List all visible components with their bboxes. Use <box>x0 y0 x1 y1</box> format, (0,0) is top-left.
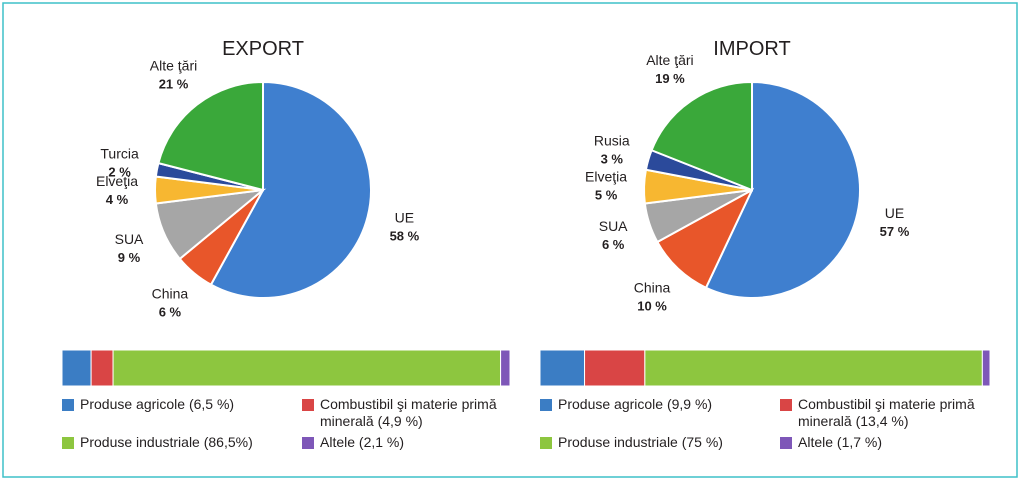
slice-label: Alte ţări <box>150 58 197 74</box>
slice-value: 2 % <box>108 165 131 180</box>
legend-item: Produse industriale (86,5%) <box>62 434 292 470</box>
bar-segment <box>981 349 991 387</box>
bar-segment <box>644 349 983 387</box>
pie-title: EXPORT <box>222 38 304 60</box>
slice-value: 6 % <box>602 237 625 252</box>
legend-item: Combustibil şi materie primă minerală (1… <box>780 396 1010 432</box>
legend-swatch <box>302 399 314 411</box>
slice-value: 19 % <box>655 71 685 86</box>
legend-label: Produse agricole (6,5 %) <box>80 396 235 412</box>
slice-value: 4 % <box>106 192 129 207</box>
slice-label: Alte ţări <box>646 52 693 68</box>
legend-label: Produse agricole (9,9 %) <box>558 396 713 412</box>
bar-segment <box>90 349 114 387</box>
slice-label: SUA <box>115 231 144 247</box>
legend-swatch <box>540 399 552 411</box>
bar-segment <box>61 349 92 387</box>
slice-label: Turcia <box>100 146 139 162</box>
slice-value: 6 % <box>159 304 182 319</box>
legend-swatch <box>62 437 74 449</box>
slice-value: 57 % <box>880 224 910 239</box>
pie-slice <box>650 80 753 192</box>
legend-label: Combustibil şi materie primă minerală (1… <box>798 396 975 429</box>
legend-swatch <box>62 399 74 411</box>
legend-item: Combustibil şi materie primă minerală (4… <box>302 396 532 432</box>
legend-swatch <box>780 399 792 411</box>
legend-swatch <box>540 437 552 449</box>
slice-label: Rusia <box>594 132 630 148</box>
slice-label: Elveţia <box>585 168 627 184</box>
bar-segment <box>539 349 586 387</box>
slice-value: 10 % <box>637 298 667 313</box>
legend-item: Produse agricole (6,5 %) <box>62 396 292 432</box>
slice-label: UE <box>885 205 904 221</box>
legend-label: Produse industriale (86,5%) <box>80 434 253 450</box>
slice-label: SUA <box>599 218 628 234</box>
pie-slice <box>209 80 372 299</box>
slice-label: China <box>634 279 671 295</box>
slice-label: Elveţia <box>96 173 138 189</box>
slice-label: China <box>152 285 189 301</box>
slice-value: 21 % <box>159 77 189 92</box>
legend-swatch <box>302 437 314 449</box>
legend-label: Altele (1,7 %) <box>798 434 883 450</box>
slice-value: 58 % <box>390 228 420 243</box>
bar-segment <box>112 349 502 387</box>
legend-item: Altele (1,7 %) <box>780 434 1010 470</box>
slice-value: 5 % <box>595 187 618 202</box>
legend-swatch <box>780 437 792 449</box>
pie-slice <box>157 80 264 192</box>
legend-item: Altele (2,1 %) <box>302 434 532 470</box>
slice-label: UE <box>395 209 414 225</box>
legend-label: Altele (2,1 %) <box>320 434 405 450</box>
legend-label: Combustibil şi materie primă minerală (4… <box>320 396 497 429</box>
bar-segment <box>500 349 511 387</box>
legend-label: Produse industriale (75 %) <box>558 434 723 450</box>
legend-item: Produse agricole (9,9 %) <box>540 396 770 432</box>
slice-value: 9 % <box>118 250 141 265</box>
slice-value: 3 % <box>601 151 624 166</box>
pie-slice <box>704 80 861 299</box>
pie-title: IMPORT <box>713 38 790 60</box>
legend-item: Produse industriale (75 %) <box>540 434 770 470</box>
bar-segment <box>584 349 646 387</box>
